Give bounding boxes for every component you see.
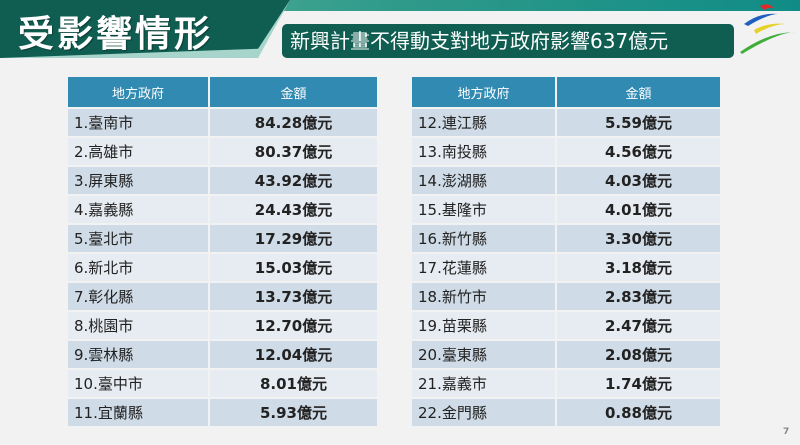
table-row: 20.臺東縣 2.08億元 <box>412 339 720 370</box>
government-name: 21.嘉義市 <box>412 368 557 399</box>
government-name: 8.桃園市 <box>68 310 210 341</box>
table-row: 18.新竹市 2.83億元 <box>412 281 720 312</box>
amount-value: 1.74億元 <box>555 368 720 399</box>
column-header-government: 地方政府 <box>412 77 557 109</box>
table-row: 5.臺北市 17.29億元 <box>68 223 377 254</box>
table-row: 1.臺南市 84.28億元 <box>68 107 377 138</box>
amount-value: 8.01億元 <box>208 368 377 399</box>
amount-value: 13.73億元 <box>208 281 377 312</box>
top-band <box>0 0 800 11</box>
amount-value: 0.88億元 <box>555 397 720 428</box>
amount-value: 4.03億元 <box>555 165 720 196</box>
table-row: 22.金門縣 0.88億元 <box>412 397 720 428</box>
amount-value: 2.83億元 <box>555 281 720 312</box>
amount-value: 2.47億元 <box>555 310 720 341</box>
amount-value: 84.28億元 <box>208 107 377 138</box>
table-row: 11.宜蘭縣 5.93億元 <box>68 397 377 428</box>
table-row: 9.雲林縣 12.04億元 <box>68 339 377 370</box>
table-row: 16.新竹縣 3.30億元 <box>412 223 720 254</box>
government-name: 14.澎湖縣 <box>412 165 557 196</box>
amount-value: 4.01億元 <box>555 194 720 225</box>
table-row: 8.桃園市 12.70億元 <box>68 310 377 341</box>
government-name: 10.臺中市 <box>68 368 210 399</box>
column-header-amount: 金額 <box>208 77 377 109</box>
government-name: 20.臺東縣 <box>412 339 557 370</box>
column-header-amount: 金額 <box>555 77 720 109</box>
table-row: 19.苗栗縣 2.47億元 <box>412 310 720 341</box>
table-row: 2.高雄市 80.37億元 <box>68 136 377 167</box>
table-row: 10.臺中市 8.01億元 <box>68 368 377 399</box>
amount-value: 2.08億元 <box>555 339 720 370</box>
local-government-table-left: 地方政府 金額 1.臺南市 84.28億元 2.高雄市 80.37億元 3.屏東縣 4… <box>68 77 377 428</box>
three-stripe-logo-icon <box>740 4 796 54</box>
government-name: 2.高雄市 <box>68 136 210 167</box>
government-name: 16.新竹縣 <box>412 223 557 254</box>
amount-value: 3.30億元 <box>555 223 720 254</box>
government-name: 1.臺南市 <box>68 107 210 138</box>
local-government-table-right: 地方政府 金額 12.連江縣 5.59億元 13.南投縣 4.56億元 14.澎湖縣… <box>412 77 720 428</box>
amount-value: 4.56億元 <box>555 136 720 167</box>
table-row: 7.彰化縣 13.73億元 <box>68 281 377 312</box>
subtitle-banner: 新興計畫不得動支對地方政府影響637億元 <box>282 24 734 58</box>
government-name: 5.臺北市 <box>68 223 210 254</box>
government-name: 18.新竹市 <box>412 281 557 312</box>
government-name: 12.連江縣 <box>412 107 557 138</box>
table-row: 13.南投縣 4.56億元 <box>412 136 720 167</box>
table-row: 21.嘉義市 1.74億元 <box>412 368 720 399</box>
table-row: 15.基隆市 4.01億元 <box>412 194 720 225</box>
table-row: 14.澎湖縣 4.03億元 <box>412 165 720 196</box>
amount-value: 24.43億元 <box>208 194 377 225</box>
column-header-government: 地方政府 <box>68 77 210 109</box>
government-name: 9.雲林縣 <box>68 339 210 370</box>
table-row: 4.嘉義縣 24.43億元 <box>68 194 377 225</box>
government-name: 19.苗栗縣 <box>412 310 557 341</box>
table-row: 3.屏東縣 43.92億元 <box>68 165 377 196</box>
amount-value: 5.93億元 <box>208 397 377 428</box>
government-name: 13.南投縣 <box>412 136 557 167</box>
table-row: 6.新北市 15.03億元 <box>68 252 377 283</box>
amount-value: 80.37億元 <box>208 136 377 167</box>
government-name: 6.新北市 <box>68 252 210 283</box>
page-title: 受影響情形 <box>18 14 214 55</box>
government-name: 7.彰化縣 <box>68 281 210 312</box>
amount-value: 3.18億元 <box>555 252 720 283</box>
amount-value: 43.92億元 <box>208 165 377 196</box>
government-name: 4.嘉義縣 <box>68 194 210 225</box>
amount-value: 5.59億元 <box>555 107 720 138</box>
government-name: 11.宜蘭縣 <box>68 397 210 428</box>
amount-value: 17.29億元 <box>208 223 377 254</box>
government-name: 22.金門縣 <box>412 397 557 428</box>
government-name: 17.花蓮縣 <box>412 252 557 283</box>
page-number: 7 <box>783 427 790 437</box>
government-name: 15.基隆市 <box>412 194 557 225</box>
table-row: 17.花蓮縣 3.18億元 <box>412 252 720 283</box>
amount-value: 12.70億元 <box>208 310 377 341</box>
amount-value: 15.03億元 <box>208 252 377 283</box>
government-name: 3.屏東縣 <box>68 165 210 196</box>
amount-value: 12.04億元 <box>208 339 377 370</box>
table-row: 12.連江縣 5.59億元 <box>412 107 720 138</box>
title-block <box>0 0 290 58</box>
